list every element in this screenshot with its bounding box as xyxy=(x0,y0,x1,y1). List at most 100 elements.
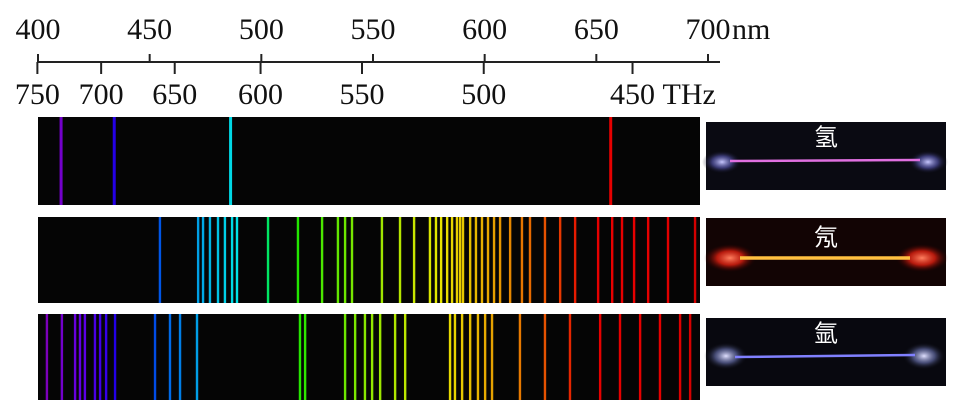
spectral-line xyxy=(508,217,512,303)
nm-unit: nm xyxy=(732,13,770,46)
nm-tick-label: 550 xyxy=(351,13,396,46)
thz-tick-label: 700 xyxy=(79,78,124,111)
spectral-line xyxy=(393,314,397,400)
spectral-line xyxy=(445,217,449,303)
nm-tick-label: 650 xyxy=(574,13,619,46)
element-label: 氢 xyxy=(814,125,838,152)
thz-unit: THz xyxy=(663,78,716,111)
spectral-line xyxy=(230,217,234,303)
spectral-line xyxy=(646,217,650,303)
spectral-line xyxy=(303,314,307,400)
spectral-line xyxy=(229,117,233,205)
nm-tick-label: 400 xyxy=(16,13,61,46)
spectrum-panel xyxy=(38,117,700,205)
spectral-line xyxy=(480,217,484,303)
spectral-line xyxy=(460,314,464,400)
spectral-line xyxy=(610,217,614,303)
thz-tick-label: 650 xyxy=(152,78,197,111)
spectral-line xyxy=(266,217,270,303)
spectral-line xyxy=(350,217,354,303)
thz-tick-label: 600 xyxy=(238,78,283,111)
spectral-line xyxy=(528,217,532,303)
spectral-line xyxy=(666,217,670,303)
thz-tick-label: 550 xyxy=(340,78,385,111)
spectral-line xyxy=(196,217,200,303)
spectral-line xyxy=(468,314,472,400)
thz-tick-label: 750 xyxy=(15,78,60,111)
spectral-line xyxy=(596,217,600,303)
spectral-line xyxy=(598,314,602,400)
spectral-line xyxy=(543,314,547,400)
spectral-line xyxy=(620,217,624,303)
spectral-line xyxy=(112,117,116,205)
spectral-line xyxy=(153,314,157,400)
element-label: 氖 xyxy=(814,225,838,252)
thz-tick-label: 500 xyxy=(461,78,506,111)
spectral-line xyxy=(490,314,494,400)
spectral-line xyxy=(439,217,443,303)
spectral-line xyxy=(403,314,407,400)
spectral-line xyxy=(380,217,384,303)
spectrum xyxy=(38,117,700,205)
spectral-line xyxy=(60,314,64,400)
element-label: 氩 xyxy=(814,321,838,348)
spectral-line xyxy=(336,217,340,303)
nm-tick-label: 450 xyxy=(127,13,172,46)
spectral-line xyxy=(558,217,562,303)
tube-hydrogen xyxy=(702,122,948,190)
spectral-line xyxy=(201,217,205,303)
spectral-line xyxy=(543,217,547,303)
spectral-line xyxy=(468,217,472,303)
spectral-line xyxy=(573,217,577,303)
spectral-line xyxy=(298,314,302,400)
spectral-line xyxy=(216,217,220,303)
spectral-line xyxy=(113,314,117,400)
spectral-line xyxy=(638,314,642,400)
spectral-line xyxy=(568,314,572,400)
tube-neon xyxy=(704,218,948,286)
spectral-line xyxy=(453,314,457,400)
spectral-line xyxy=(168,314,172,400)
spectral-line xyxy=(658,314,662,400)
spectral-line xyxy=(378,314,382,400)
spectral-line xyxy=(223,217,227,303)
spectral-line xyxy=(363,314,367,400)
spectral-line xyxy=(498,217,502,303)
spectral-line xyxy=(476,314,480,400)
spectral-line xyxy=(235,217,239,303)
spectral-line xyxy=(458,217,462,303)
spectral-line xyxy=(492,217,496,303)
spectral-line xyxy=(343,217,347,303)
nm-tick-label: 600 xyxy=(462,13,507,46)
spectral-line xyxy=(195,314,199,400)
spectral-line xyxy=(461,217,465,303)
spectral-line xyxy=(688,314,692,400)
spectral-line xyxy=(609,117,613,205)
spectral-line xyxy=(93,314,97,400)
spectral-line xyxy=(434,217,438,303)
thz-tick-label: 450 xyxy=(610,78,655,111)
spectral-line xyxy=(486,217,490,303)
spectral-line xyxy=(618,314,622,400)
nm-tick-label: 700 xyxy=(686,13,731,46)
spectral-line xyxy=(520,217,524,303)
spectral-line xyxy=(59,117,63,205)
spectral-line xyxy=(518,314,522,400)
spectral-line xyxy=(693,217,697,303)
spectrum xyxy=(38,314,700,400)
spectral-line xyxy=(296,217,300,303)
spectral-line xyxy=(83,314,87,400)
spectral-line xyxy=(370,314,374,400)
tube-argon xyxy=(704,318,946,386)
spectral-line xyxy=(104,314,108,400)
spectral-line xyxy=(45,314,49,400)
spectral-line xyxy=(73,314,77,400)
spectral-line xyxy=(320,217,324,303)
spectral-line xyxy=(448,314,452,400)
spectral-line xyxy=(178,314,182,400)
spectral-line xyxy=(678,314,682,400)
nm-tick-label: 500 xyxy=(239,13,284,46)
spectral-line xyxy=(455,217,459,303)
spectral-line xyxy=(450,217,454,303)
